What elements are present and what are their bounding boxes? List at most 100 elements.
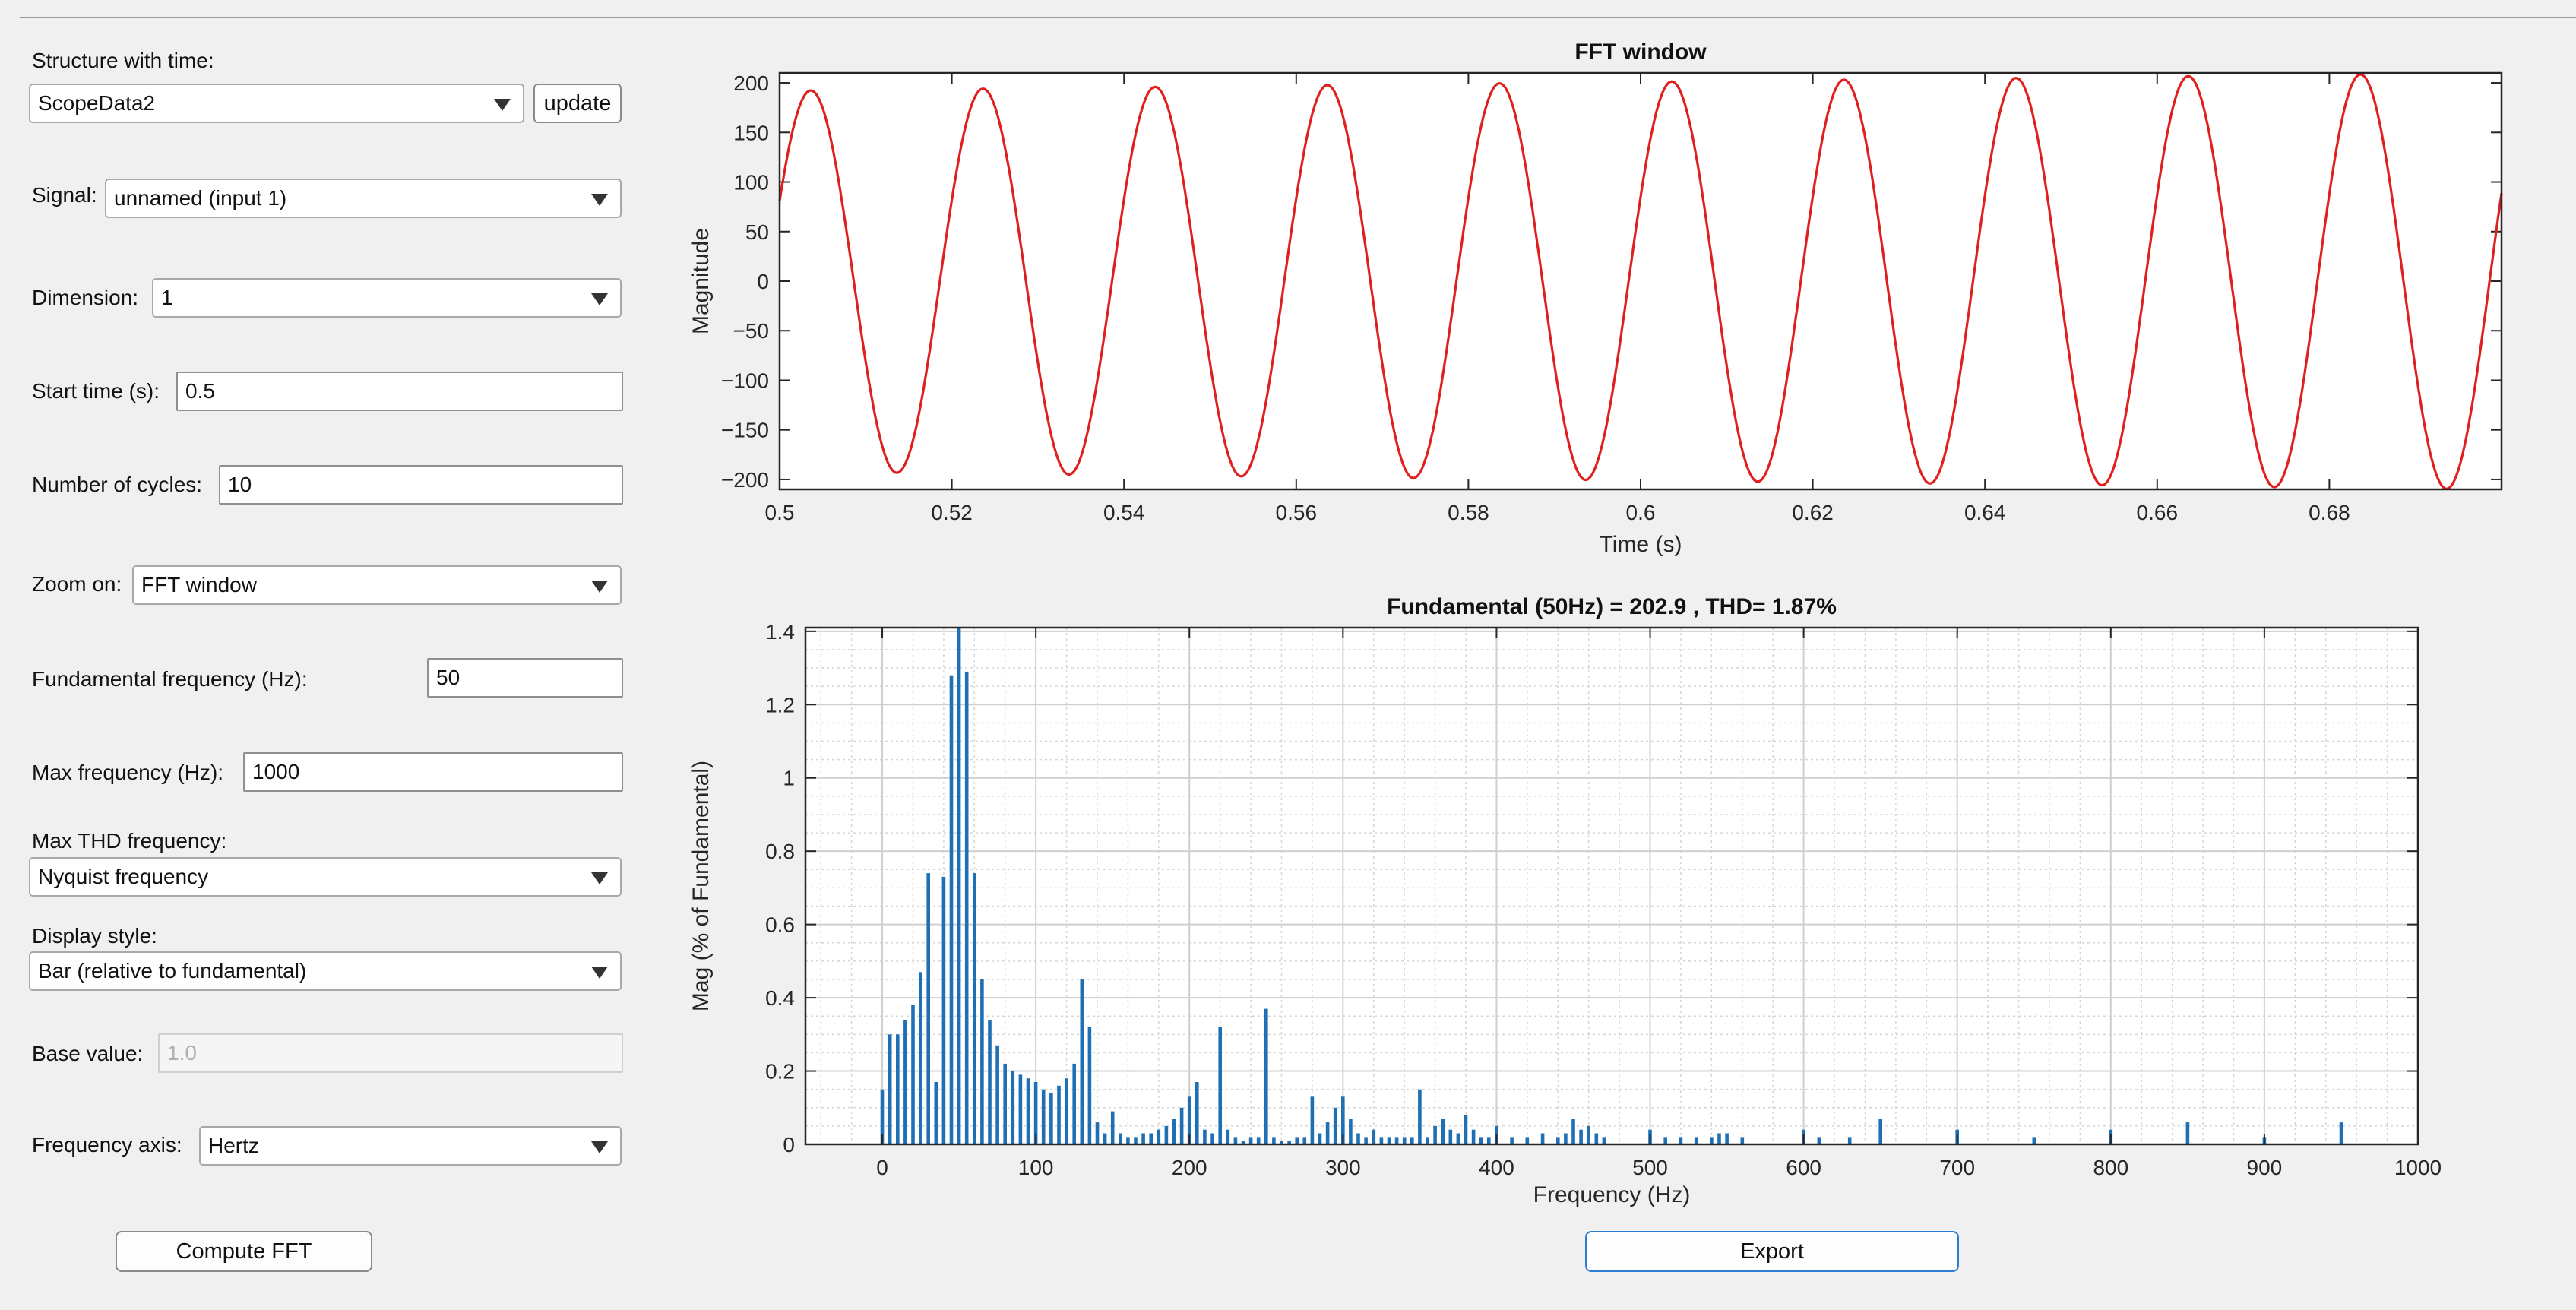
harmonic-bar (1433, 1125, 1437, 1144)
harmonic-bar (1149, 1133, 1153, 1144)
fft-spectrum-chart: Fundamental (50Hz) = 202.9 , THD= 1.87% … (688, 594, 2442, 1207)
x-tick-label: 0.62 (1792, 501, 1834, 524)
harmonic-bar (1172, 1119, 1176, 1144)
harmonic-bar (1525, 1137, 1530, 1144)
harmonic-bar (1103, 1133, 1107, 1144)
display-style-select[interactable]: Bar (relative to fundamental) (29, 951, 622, 991)
harmonic-bar (1210, 1133, 1214, 1144)
dimension-select[interactable]: 1 (152, 278, 622, 318)
harmonic-bar (957, 628, 961, 1144)
dimension-select-value: 1 (161, 286, 173, 309)
harmonic-bar (1026, 1078, 1030, 1144)
x-tick-label: 600 (1786, 1156, 1821, 1179)
harmonic-bar (1049, 1093, 1053, 1144)
harmonic-bar (1318, 1133, 1322, 1144)
chevron-down-icon (591, 872, 608, 884)
update-button[interactable]: update (533, 84, 622, 123)
chevron-down-icon (591, 194, 608, 206)
harmonic-bar (1364, 1137, 1368, 1144)
harmonic-bar (880, 1089, 885, 1144)
harmonic-bar (1018, 1074, 1023, 1144)
x-tick-label: 0.6 (1626, 501, 1656, 524)
base-value-field: 1.0 (158, 1033, 623, 1073)
harmonic-bar (1817, 1137, 1821, 1144)
chevron-down-icon (591, 581, 608, 593)
harmonic-bar (934, 1082, 938, 1144)
x-tick-label: 0.5 (765, 501, 795, 524)
plot-border (778, 71, 2503, 491)
x-axis-label: Time (s) (1600, 532, 1682, 557)
harmonic-bar (1564, 1133, 1568, 1144)
x-tick-label: 200 (1172, 1156, 1207, 1179)
signal-line (778, 73, 2503, 490)
harmonic-bar (1065, 1078, 1068, 1144)
harmonic-bar (1095, 1122, 1100, 1144)
harmonic-bar (1126, 1137, 1130, 1144)
harmonic-bar (911, 1005, 915, 1144)
x-tick-label: 300 (1325, 1156, 1361, 1179)
x-tick-label: 100 (1018, 1156, 1054, 1179)
freq-axis-select[interactable]: Hertz (199, 1126, 622, 1166)
start-time-field[interactable]: 0.5 (176, 372, 623, 411)
harmonic-bar (1272, 1137, 1276, 1144)
harmonic-bar (2032, 1137, 2036, 1144)
harmonic-bar (1402, 1137, 1407, 1144)
fund-freq-field[interactable]: 50 (427, 658, 623, 698)
export-button[interactable]: Export (1585, 1231, 1959, 1272)
harmonic-bar (1456, 1133, 1460, 1144)
harmonic-bar (1280, 1141, 1283, 1144)
y-tick-label: 0.8 (765, 840, 795, 863)
harmonic-bar (1195, 1082, 1199, 1144)
harmonic-bar (1349, 1119, 1353, 1144)
top-divider (20, 17, 2576, 18)
x-tick-label: 500 (1632, 1156, 1668, 1179)
harmonic-bar (1410, 1137, 1414, 1144)
harmonic-bar (1310, 1096, 1315, 1144)
harmonic-bar (1426, 1137, 1429, 1144)
cycles-field[interactable]: 10 (219, 465, 623, 505)
y-tick-label: 0.4 (765, 986, 795, 1010)
chart-title: FFT window (1574, 40, 1707, 65)
harmonic-bar (1072, 1063, 1076, 1144)
harmonic-bar (1256, 1137, 1261, 1144)
harmonic-bar (1080, 979, 1084, 1144)
harmonic-bar (1119, 1133, 1122, 1144)
x-tick-label: 0.52 (931, 501, 973, 524)
x-tick-label: 0.58 (1448, 501, 1489, 524)
harmonic-bar (964, 671, 969, 1144)
harmonic-bar (1287, 1141, 1291, 1144)
harmonic-bar (941, 876, 946, 1144)
start-time-label: Start time (s): (32, 379, 160, 403)
structure-select[interactable]: ScopeData2 (29, 84, 524, 123)
zoom-select[interactable]: FFT window (132, 565, 622, 605)
harmonic-bar (1356, 1133, 1360, 1144)
harmonic-bar (1663, 1137, 1667, 1144)
max-freq-label: Max frequency (Hz): (32, 761, 224, 784)
x-tick-label: 0.56 (1276, 501, 1318, 524)
harmonic-bar (1594, 1133, 1599, 1144)
harmonic-bar (1233, 1137, 1238, 1144)
harmonic-bar (1325, 1122, 1330, 1144)
harmonic-bar (1033, 1082, 1038, 1144)
harmonic-bar (896, 1034, 900, 1144)
compute-fft-button[interactable]: Compute FFT (116, 1231, 372, 1272)
cycles-label: Number of cycles: (32, 473, 203, 496)
harmonic-bar (1379, 1137, 1384, 1144)
harmonic-bar (1510, 1137, 1514, 1144)
max-freq-field[interactable]: 1000 (243, 752, 623, 792)
fund-freq-label: Fundamental frequency (Hz): (32, 667, 308, 691)
harmonic-bar (1218, 1027, 1222, 1144)
freq-axis-select-value: Hertz (208, 1134, 259, 1157)
x-tick-label: 0.64 (1964, 501, 2006, 524)
y-tick-label: −100 (721, 369, 769, 392)
harmonic-bar (1333, 1107, 1337, 1144)
x-tick-label: 900 (2247, 1156, 2283, 1179)
chevron-down-icon (591, 1141, 608, 1153)
harmonic-bar (1471, 1129, 1476, 1144)
signal-select-value: unnamed (input 1) (114, 186, 287, 210)
chart-title: Fundamental (50Hz) = 202.9 , THD= 1.87% (1387, 594, 1837, 619)
y-tick-label: 50 (745, 220, 769, 244)
signal-select[interactable]: unnamed (input 1) (105, 179, 622, 218)
max-thd-select[interactable]: Nyquist frequency (29, 857, 622, 897)
chevron-down-icon (591, 293, 608, 305)
